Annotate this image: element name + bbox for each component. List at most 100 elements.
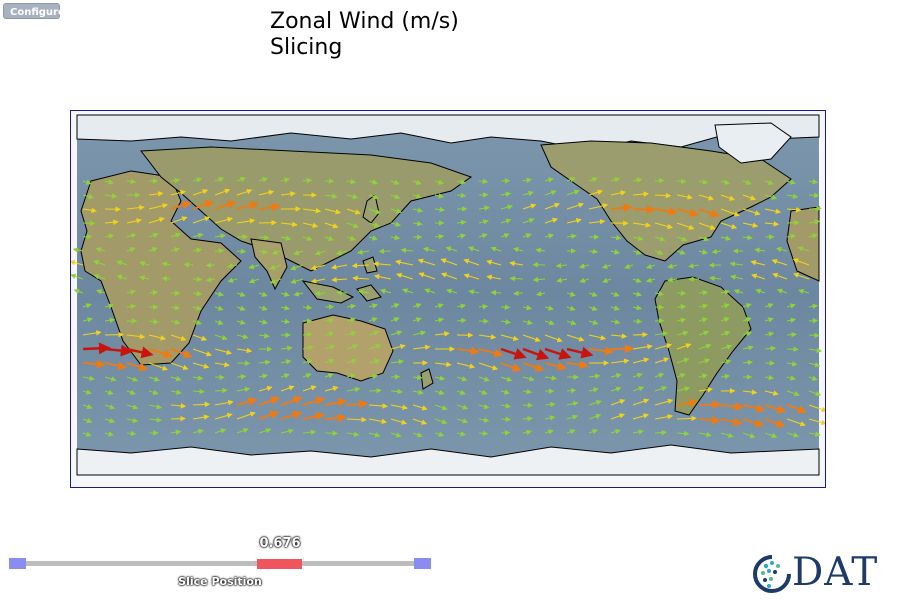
wind-vector [314, 290, 326, 297]
wind-vector [324, 193, 338, 199]
wind-vector [522, 362, 545, 372]
wind-vector [192, 232, 204, 239]
wind-vector [513, 290, 524, 297]
wind-vector [269, 278, 282, 284]
wind-vector [711, 248, 722, 255]
wind-vector [808, 375, 818, 381]
wind-vector [632, 413, 650, 420]
wind-vector [698, 194, 715, 201]
wind-vector [412, 389, 424, 395]
slider-right-end-handle[interactable] [414, 558, 431, 569]
wind-vector [654, 177, 665, 184]
slice-position-slider[interactable]: 0.676 Slice Position [0, 530, 460, 600]
wind-vector [324, 358, 335, 364]
wind-vector [126, 333, 146, 340]
wind-vector [104, 389, 114, 395]
wind-vector [698, 317, 708, 323]
wind-vector [742, 234, 753, 241]
wind-vector [192, 216, 211, 224]
wind-vector [544, 375, 558, 381]
wind-vector [346, 399, 369, 409]
wind-vector [610, 305, 620, 311]
wind-vector [258, 359, 271, 366]
wind-vector [95, 247, 106, 253]
wind-vector [632, 398, 650, 406]
wind-vector [742, 331, 753, 337]
wind-vector [588, 177, 598, 183]
wind-vector [412, 330, 427, 336]
wind-vector [750, 260, 766, 266]
configure-button[interactable]: Configure [3, 3, 65, 19]
wind-vector [456, 362, 476, 369]
wind-vector [170, 403, 187, 409]
wind-vector [500, 191, 512, 197]
wind-vector [698, 303, 709, 309]
wind-vector [566, 334, 585, 342]
wind-vector [248, 263, 260, 270]
wind-vector [126, 178, 137, 185]
wind-vector [742, 303, 752, 309]
wind-vector [236, 333, 249, 340]
wind-vector [566, 218, 582, 224]
wind-vector [632, 344, 653, 350]
wind-vector [412, 193, 422, 199]
wind-vector [588, 373, 601, 379]
wind-vector [346, 417, 367, 423]
slider-handle[interactable] [256, 559, 302, 569]
wind-vector [610, 291, 620, 297]
wind-vector [214, 361, 230, 368]
map-panel[interactable] [70, 110, 826, 488]
wind-vector [390, 432, 402, 438]
wind-vector [610, 177, 621, 183]
wind-vector [412, 317, 422, 323]
wind-vector [610, 203, 633, 213]
wind-vector [720, 330, 731, 337]
wind-vector [372, 261, 392, 267]
wind-vector [390, 317, 400, 323]
wind-vector [500, 403, 512, 409]
wind-vector [500, 362, 522, 372]
wind-vector [786, 331, 797, 338]
wind-vector [236, 397, 258, 406]
wind-vector [346, 178, 357, 185]
wind-vector [390, 208, 402, 214]
wind-vector [236, 427, 249, 434]
wind-vector [698, 222, 716, 230]
wind-vector [258, 333, 270, 339]
wind-vector [544, 190, 557, 196]
wind-vector [258, 396, 281, 406]
wind-vector [422, 246, 436, 253]
wind-vector [104, 219, 119, 225]
wind-vector [709, 275, 722, 282]
wind-vector [368, 343, 382, 350]
slider-track[interactable] [20, 561, 420, 566]
wind-vector [390, 418, 408, 425]
wind-vector [390, 234, 401, 241]
wind-vector [632, 305, 643, 311]
wind-vector [544, 320, 555, 326]
wind-vector [544, 401, 556, 408]
wind-vector [324, 344, 336, 350]
wind-vector [368, 303, 378, 309]
wind-vector [170, 319, 181, 325]
wind-vector [698, 387, 714, 393]
wind-vector [412, 374, 423, 381]
wind-vector [632, 318, 643, 325]
wind-vector [236, 319, 246, 325]
wind-vector [400, 247, 414, 254]
wind-vector [324, 208, 342, 215]
wind-vector [720, 289, 731, 295]
wind-vector [148, 217, 165, 224]
slider-left-end-handle[interactable] [9, 558, 26, 569]
wind-vector [434, 179, 444, 185]
wind-vector [764, 194, 778, 200]
wind-vector [280, 359, 292, 365]
wind-vector [170, 348, 193, 359]
wind-vector [418, 272, 436, 280]
wind-vector [588, 218, 606, 225]
wind-vector [324, 317, 335, 324]
wind-vector [720, 373, 731, 380]
wind-vector [522, 334, 541, 342]
wind-vector [566, 414, 579, 420]
wind-vector [346, 208, 361, 215]
